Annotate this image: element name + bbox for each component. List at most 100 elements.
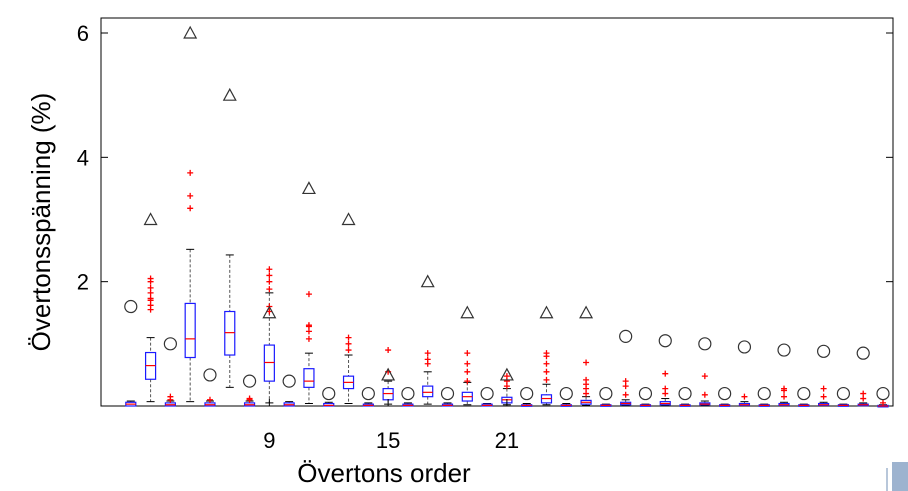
- outlier-plus-marker: [701, 373, 708, 380]
- triangle-marker: [183, 25, 198, 39]
- outlier-plus-marker: [266, 272, 273, 279]
- circle-marker: [777, 343, 791, 357]
- y-axis-label: Övertonsspänning (%): [26, 93, 56, 352]
- outlier-plus-marker: [543, 350, 550, 357]
- circle-marker: [124, 299, 138, 314]
- circle-marker: [817, 344, 831, 358]
- plot-frame: [100, 17, 894, 407]
- box-body: [422, 385, 434, 398]
- box-body: [323, 402, 335, 407]
- circle-marker-series: [124, 299, 890, 401]
- x-tick-label: 9: [263, 428, 275, 453]
- circle-marker: [480, 386, 494, 401]
- circle-marker: [678, 386, 692, 401]
- triangle-marker: [341, 212, 356, 226]
- outlier-plus-marker: [622, 378, 629, 385]
- outlier-plus-marker: [464, 368, 471, 375]
- outlier-plus-marker: [206, 396, 213, 403]
- outlier-plus-marker: [880, 399, 886, 406]
- corner-decoration: [886, 462, 908, 491]
- outlier-plus-marker: [345, 340, 352, 347]
- circle-marker: [599, 386, 613, 401]
- outlier-plus-marker: [266, 278, 273, 285]
- box-body: [224, 310, 236, 356]
- outlier-plus-marker: [860, 390, 867, 397]
- triangle-marker: [539, 305, 554, 319]
- circle-marker: [757, 386, 771, 401]
- box-body: [184, 302, 196, 359]
- triangle-marker: [222, 87, 237, 101]
- outlier-plus-marker: [583, 376, 590, 383]
- outlier-plus-marker: [820, 385, 827, 392]
- box-body: [382, 387, 394, 401]
- outlier-plus-marker: [781, 393, 788, 400]
- outlier-plus-marker: [741, 393, 748, 400]
- circle-marker: [163, 337, 177, 351]
- circle-marker: [718, 386, 732, 401]
- circle-marker: [619, 329, 633, 343]
- outlier-plus-marker: [464, 350, 471, 357]
- outlier-plus-marker: [187, 169, 194, 176]
- circle-marker: [203, 368, 217, 382]
- circle-marker: [876, 386, 890, 401]
- circle-marker: [698, 337, 712, 351]
- outlier-plus-marker: [464, 360, 471, 367]
- outlier-plus-marker: [345, 347, 352, 354]
- x-tick-label: 21: [495, 428, 519, 453]
- outlier-plus-marker: [266, 266, 273, 273]
- outlier-plus-marker: [305, 335, 312, 342]
- y-tick-label: 6: [77, 21, 89, 46]
- circle-marker: [856, 346, 870, 360]
- outlier-plus-marker: [187, 205, 194, 212]
- circle-marker: [797, 386, 811, 401]
- outlier-plus-marker: [543, 360, 550, 367]
- triangle-marker: [381, 367, 396, 381]
- triangle-marker: [143, 212, 158, 226]
- outlier-plus-marker: [662, 370, 669, 377]
- triangle-marker-series: [143, 25, 594, 381]
- outlier-plus-marker: [622, 391, 629, 398]
- outlier-plus-marker: [543, 368, 550, 375]
- circle-marker: [638, 386, 653, 401]
- circle-marker: [361, 386, 375, 401]
- outlier-plus-marker: [424, 350, 431, 357]
- outlier-plus-marker: [305, 322, 312, 329]
- circle-marker: [737, 340, 752, 354]
- outlier-plus-marker: [662, 385, 669, 392]
- circle-marker: [401, 386, 415, 401]
- circle-marker: [322, 386, 336, 401]
- circle-marker: [440, 386, 455, 401]
- circle-marker: [658, 334, 672, 348]
- circle-marker: [282, 374, 296, 388]
- triangle-marker: [499, 367, 514, 381]
- axis-ticks: 2 4 6 9 15 21: [77, 21, 893, 453]
- box-body: [263, 344, 275, 382]
- outlier-plus-marker: [781, 385, 788, 392]
- outlier-plus-marker: [167, 393, 174, 400]
- outlier-plus-marker: [503, 373, 510, 380]
- x-tick-label: 15: [376, 428, 400, 453]
- x-axis-label: Övertons order: [297, 458, 471, 488]
- outlier-plus-marker: [246, 395, 253, 402]
- outlier-plus-marker: [147, 295, 154, 302]
- y-tick-label: 2: [77, 270, 89, 295]
- outlier-plus-marker: [187, 192, 194, 199]
- triangle-marker: [262, 305, 277, 319]
- outlier-plus-marker: [147, 275, 154, 282]
- outlier-plus-marker: [464, 378, 471, 385]
- outlier-plus-marker: [385, 347, 392, 354]
- outlier-plus-marker: [543, 376, 550, 383]
- triangle-marker: [579, 305, 594, 319]
- outlier-plus-marker: [424, 356, 431, 363]
- outlier-plus-marker: [266, 286, 273, 293]
- outlier-plus-marker: [583, 359, 590, 366]
- outlier-plus-marker: [345, 334, 352, 341]
- outlier-plus-marker: [701, 391, 708, 398]
- outlier-plus-marker: [147, 284, 154, 291]
- circle-marker: [836, 386, 851, 401]
- circle-marker: [242, 374, 257, 388]
- circle-marker: [520, 386, 534, 401]
- plot-area: [100, 17, 894, 407]
- circle-marker: [559, 386, 573, 401]
